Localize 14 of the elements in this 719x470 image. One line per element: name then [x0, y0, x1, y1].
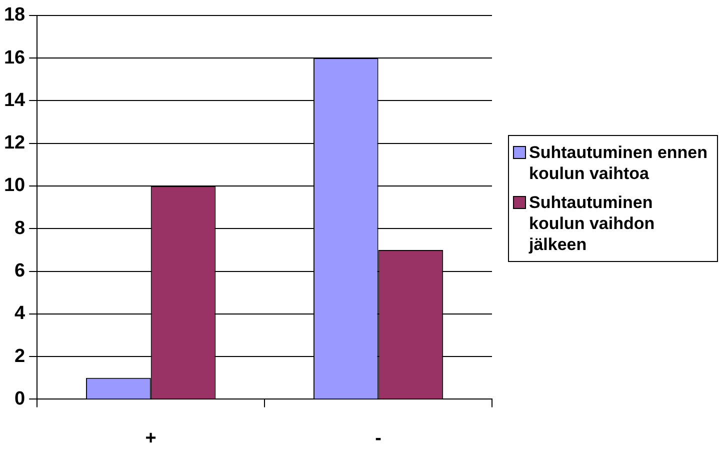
- x-tick-label: -: [375, 428, 382, 449]
- y-tick-label: 14: [4, 90, 26, 111]
- y-tick-label: 6: [14, 260, 26, 282]
- x-tick-label: +: [145, 428, 156, 449]
- y-tick-label: 18: [4, 4, 26, 26]
- y-tick-label: 8: [14, 218, 26, 239]
- y-tick-label: 2: [14, 346, 26, 367]
- legend-label: Suhtautuminen koulun vaihdon jälkeen: [529, 192, 656, 255]
- y-tick-label: 12: [4, 132, 26, 154]
- legend-label: Suhtautuminen ennen koulun vaihtoa: [529, 142, 708, 184]
- y-tick-label: 0: [14, 388, 26, 410]
- y-tick-label: 4: [14, 303, 26, 324]
- y-tick-label: 10: [4, 175, 26, 196]
- y-tick-label: 16: [4, 47, 26, 68]
